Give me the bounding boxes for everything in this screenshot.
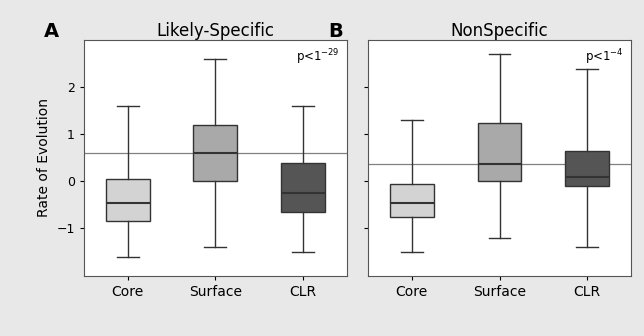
PathPatch shape	[193, 125, 237, 181]
PathPatch shape	[565, 151, 609, 186]
PathPatch shape	[281, 163, 325, 212]
PathPatch shape	[478, 123, 522, 181]
Y-axis label: Rate of Evolution: Rate of Evolution	[37, 98, 51, 217]
PathPatch shape	[390, 184, 434, 217]
Text: p<1$^{-4}$: p<1$^{-4}$	[585, 47, 623, 67]
PathPatch shape	[106, 179, 149, 221]
Title: Likely-Specific: Likely-Specific	[156, 22, 274, 40]
Text: B: B	[328, 22, 343, 41]
Text: p<1$^{-29}$: p<1$^{-29}$	[296, 47, 339, 67]
Title: NonSpecific: NonSpecific	[451, 22, 549, 40]
Text: A: A	[44, 22, 59, 41]
